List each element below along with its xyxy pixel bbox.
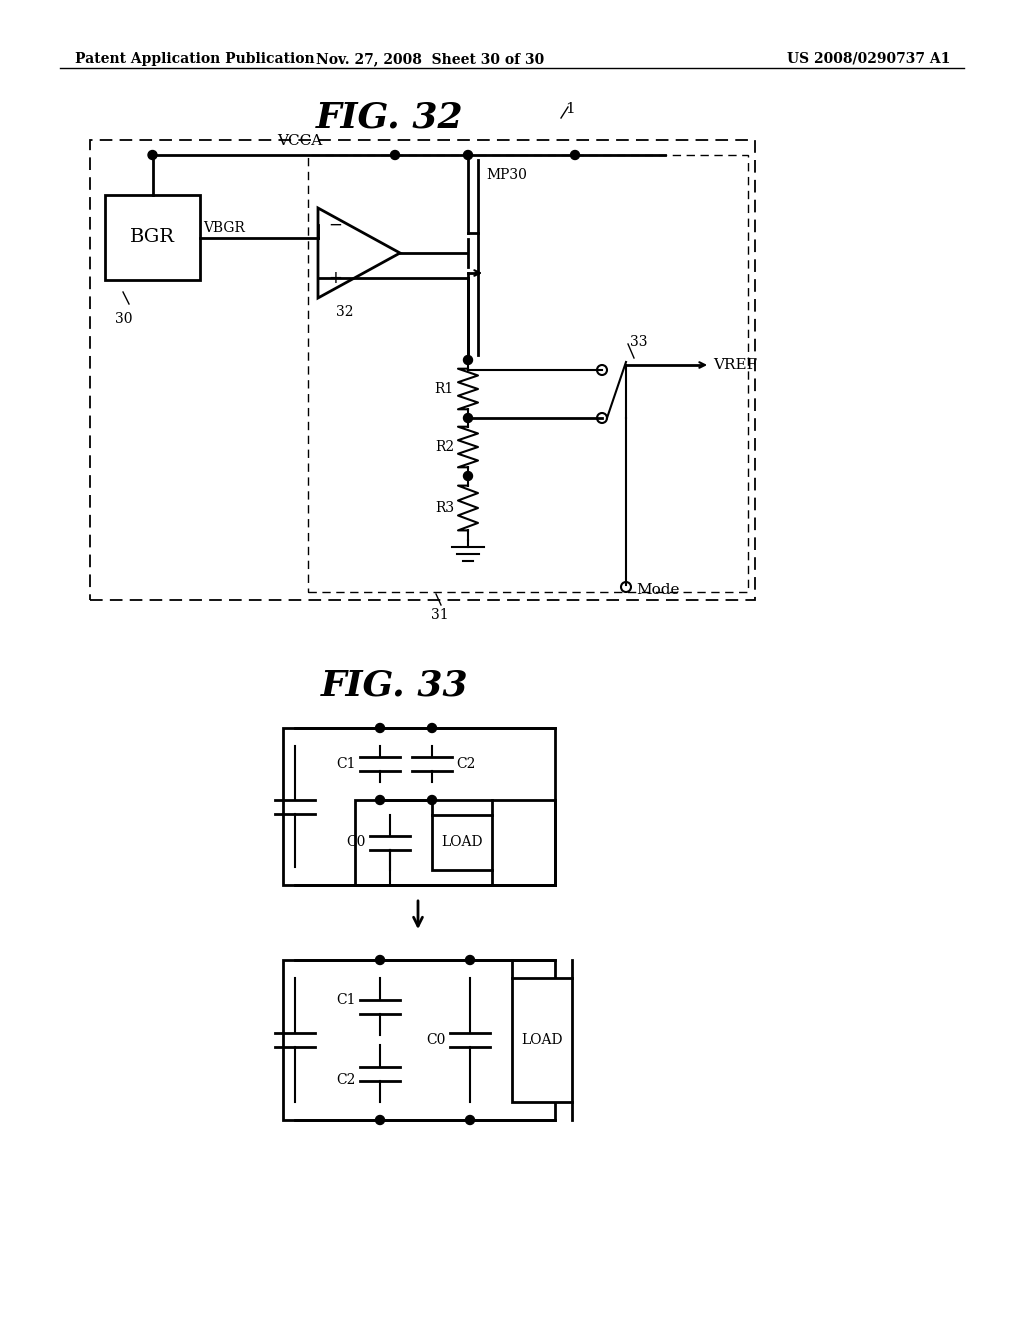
Text: BGR: BGR — [130, 228, 175, 247]
Circle shape — [570, 150, 580, 160]
Text: VBGR: VBGR — [203, 222, 245, 235]
Circle shape — [376, 723, 384, 733]
Text: C2: C2 — [337, 1073, 356, 1086]
Text: LOAD: LOAD — [521, 1034, 563, 1047]
Circle shape — [464, 355, 472, 364]
Circle shape — [376, 956, 384, 965]
Text: C1: C1 — [337, 756, 356, 771]
Bar — [283, 960, 555, 1119]
Text: 32: 32 — [336, 305, 353, 319]
Bar — [308, 154, 748, 591]
Text: C0: C0 — [347, 836, 366, 850]
Text: C2: C2 — [456, 756, 475, 771]
Circle shape — [376, 796, 384, 804]
Text: VREF: VREF — [713, 358, 757, 372]
Text: US 2008/0290737 A1: US 2008/0290737 A1 — [786, 51, 950, 66]
Circle shape — [464, 471, 472, 480]
Text: R1: R1 — [435, 381, 454, 396]
Text: MP30: MP30 — [486, 168, 527, 182]
Text: 31: 31 — [431, 609, 449, 622]
Bar — [512, 978, 572, 1102]
Text: R2: R2 — [435, 440, 454, 454]
Text: FIG. 33: FIG. 33 — [322, 668, 469, 702]
Circle shape — [464, 150, 472, 160]
Bar — [283, 729, 555, 884]
Text: R3: R3 — [435, 502, 454, 515]
Circle shape — [427, 723, 436, 733]
Text: FIG. 32: FIG. 32 — [316, 100, 464, 135]
Text: C1: C1 — [337, 993, 356, 1007]
Circle shape — [464, 413, 472, 422]
Circle shape — [148, 150, 157, 160]
Text: −: − — [328, 216, 342, 234]
Circle shape — [376, 1115, 384, 1125]
Bar — [355, 800, 555, 884]
Text: 33: 33 — [630, 335, 647, 348]
Bar — [432, 814, 492, 870]
Circle shape — [390, 150, 399, 160]
Circle shape — [427, 796, 436, 804]
Text: 30: 30 — [115, 312, 132, 326]
Circle shape — [466, 956, 474, 965]
Bar — [105, 195, 200, 280]
Text: Mode: Mode — [636, 583, 680, 597]
Text: LOAD: LOAD — [441, 836, 482, 850]
Text: C0: C0 — [427, 1034, 446, 1047]
Text: Patent Application Publication: Patent Application Publication — [75, 51, 314, 66]
Circle shape — [466, 1115, 474, 1125]
Bar — [90, 140, 755, 601]
Text: Nov. 27, 2008  Sheet 30 of 30: Nov. 27, 2008 Sheet 30 of 30 — [315, 51, 544, 66]
Text: +: + — [328, 269, 342, 286]
Text: VCCA: VCCA — [278, 135, 323, 148]
Text: 1: 1 — [565, 102, 574, 116]
